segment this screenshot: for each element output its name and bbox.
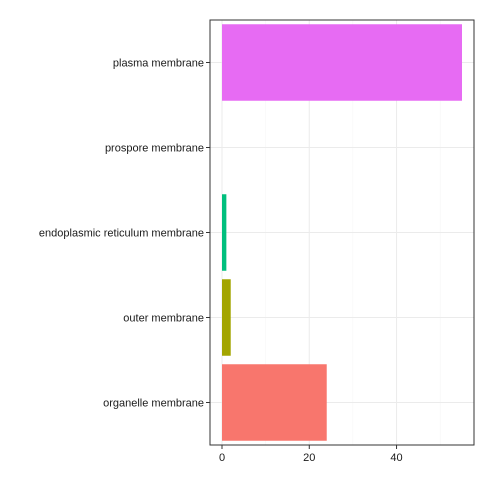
x-tick-label: 0 <box>219 452 225 464</box>
y-tick-label: plasma membrane <box>113 58 204 70</box>
y-tick-label: prospore membrane <box>105 143 204 155</box>
x-axis: 0 20 40 <box>219 445 403 464</box>
y-tick-label: organelle membrane <box>103 398 204 410</box>
bar <box>222 194 227 271</box>
y-axis: plasma membrane prospore membrane endoplas… <box>39 58 210 410</box>
bar <box>222 364 327 441</box>
bar <box>222 24 462 101</box>
y-tick-label: outer membrane <box>123 313 204 325</box>
x-tick-label: 20 <box>303 452 315 464</box>
bars <box>222 24 462 441</box>
y-tick-label: endoplasmic reticulum membrane <box>39 228 204 240</box>
bar <box>222 279 231 356</box>
x-tick-label: 40 <box>390 452 402 464</box>
